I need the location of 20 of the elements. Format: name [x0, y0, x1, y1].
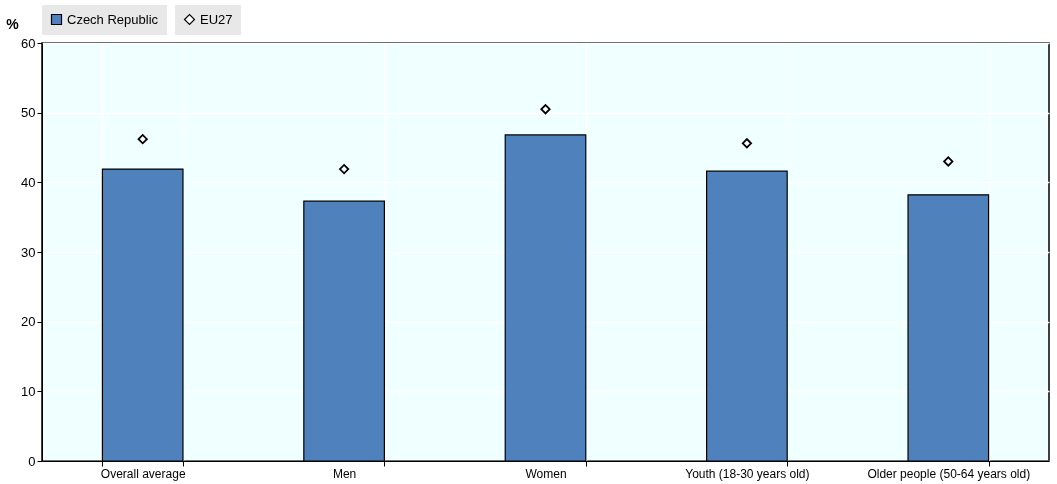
legend-label: Czech Republic	[67, 11, 159, 27]
y-tick-label: 60	[21, 35, 36, 51]
x-tick-label: Overall average	[100, 466, 186, 481]
y-tick-label: 40	[21, 174, 36, 190]
x-tick-label: Women	[525, 466, 567, 481]
y-tick-label: 10	[21, 383, 36, 399]
y-tick-label: 0	[28, 453, 36, 469]
y-axis-title: %	[6, 15, 20, 32]
legend-label: EU27	[200, 11, 233, 27]
x-tick-label: Men	[332, 466, 357, 481]
x-tick-label: Youth (18-30 years old)	[685, 466, 810, 481]
point	[540, 104, 551, 115]
point	[943, 156, 954, 167]
point	[741, 138, 752, 149]
y-tick-label: 20	[21, 314, 36, 330]
point	[339, 164, 350, 175]
point	[137, 134, 148, 145]
x-tick-label: Older people (50-64 years old)	[867, 466, 1031, 481]
y-tick-label: 50	[21, 105, 36, 121]
y-tick-label: 30	[21, 244, 36, 260]
